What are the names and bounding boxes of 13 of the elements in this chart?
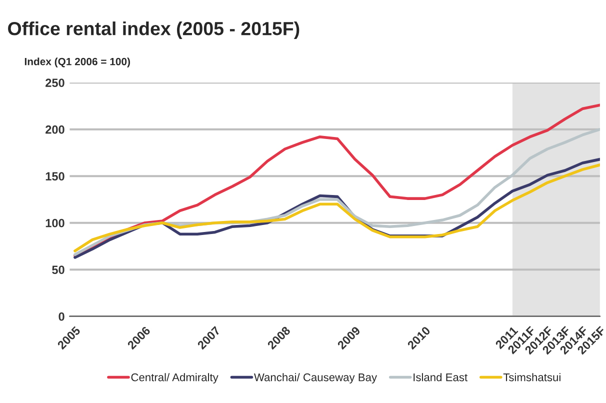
y-tick-label: 100 — [46, 218, 64, 228]
chart-title: Office rental index (2005 - 2015F) — [8, 21, 300, 39]
y-tick-label: 0 — [58, 312, 64, 321]
legend-label: Wanchai/ Causeway Bay — [254, 373, 378, 384]
legend-label: Central/ Admiralty — [131, 373, 218, 384]
legend-label: Tsimshatsui — [503, 373, 560, 382]
y-axis-title: Index (Q1 2006 = 100) — [24, 58, 130, 68]
legend-label: Island East — [414, 373, 468, 382]
y-tick-label: 200 — [46, 125, 64, 134]
y-tick-label: 50 — [52, 266, 64, 274]
line-series — [74, 104, 600, 257]
y-tick-label: 250 — [46, 78, 64, 88]
y-tick-label: 150 — [46, 172, 64, 181]
